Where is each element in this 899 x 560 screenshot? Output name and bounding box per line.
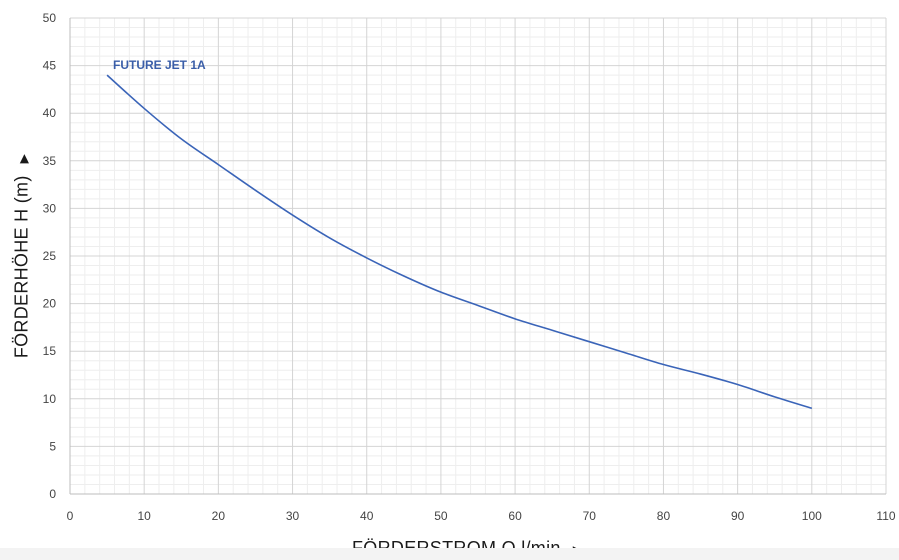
y-tick-label: 50 — [43, 11, 57, 25]
y-tick-label: 15 — [43, 344, 57, 358]
series-line — [106, 74, 813, 410]
x-tick-label: 110 — [876, 509, 895, 523]
series-label: FUTURE JET 1A — [113, 58, 206, 72]
y-tick-label: 40 — [43, 106, 57, 120]
x-tick-label: 90 — [731, 509, 745, 523]
x-tick-label: 60 — [508, 509, 522, 523]
y-tick-label: 30 — [43, 201, 57, 215]
x-tick-label: 80 — [657, 509, 671, 523]
y-tick-label: 25 — [43, 249, 57, 263]
x-tick-label: 10 — [138, 509, 152, 523]
x-tick-label: 40 — [360, 509, 374, 523]
x-tick-label: 100 — [802, 509, 822, 523]
x-tick-label: 50 — [434, 509, 448, 523]
y-axis-title-text: FÖRDERHÖHE H (m) — [11, 175, 32, 359]
y-tick-label: 20 — [43, 297, 57, 311]
y-tick-label: 5 — [49, 439, 56, 453]
y-axis-arrow-icon: ▶ — [16, 153, 31, 164]
y-tick-label: 0 — [49, 487, 56, 501]
y-axis-title: FÖRDERHÖHE H (m) ▶ — [12, 154, 33, 358]
y-tick-label: 35 — [43, 154, 57, 168]
x-tick-label: 0 — [67, 509, 74, 523]
bottom-strip — [0, 548, 899, 560]
y-tick-label: 45 — [43, 59, 57, 73]
x-tick-label: 20 — [212, 509, 226, 523]
x-tick-label: 70 — [583, 509, 597, 523]
y-tick-label: 10 — [43, 392, 57, 406]
x-tick-label: 30 — [286, 509, 300, 523]
